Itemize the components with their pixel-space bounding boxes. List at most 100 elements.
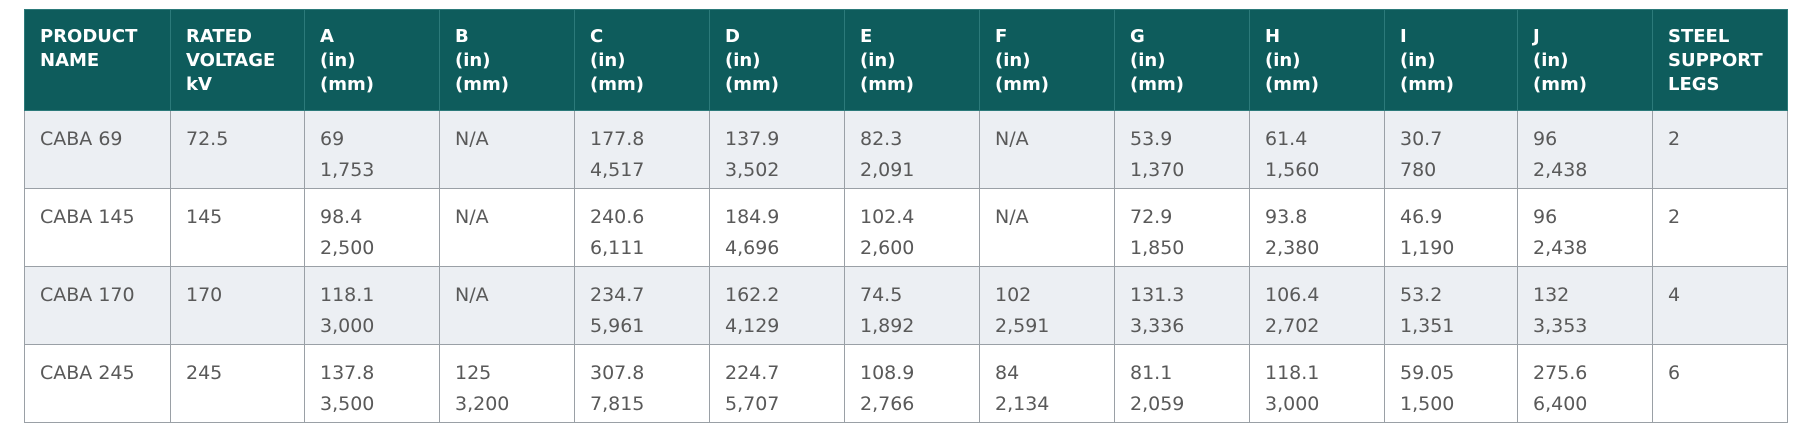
- spec-table: PRODUCT NAME RATED VOLTAGE kV A (in) (mm) B (in) (…: [24, 9, 1788, 423]
- cell-line: CABA 245: [40, 362, 135, 384]
- table-cell: 93.8 2,380: [1249, 188, 1385, 267]
- cell-line: 46.9: [1400, 206, 1443, 228]
- table-cell: 96 2,438: [1517, 110, 1653, 189]
- cell-line: 2: [1668, 128, 1681, 150]
- table-cell: N/A: [439, 266, 575, 345]
- table-cell: 132 3,353: [1517, 266, 1653, 345]
- cell-line: E: [860, 26, 873, 47]
- cell-line: LEGS: [1668, 74, 1720, 95]
- table-cell: 72.9 1,850: [1114, 188, 1250, 267]
- table-cell: 2: [1652, 188, 1788, 267]
- cell-line: VOLTAGE: [186, 50, 276, 71]
- cell-line: 137.9: [725, 128, 780, 150]
- table-cell: 145: [170, 188, 305, 267]
- table-cell: 245: [170, 344, 305, 423]
- cell-line: 2,438: [1533, 159, 1588, 181]
- cell-line: 98.4: [320, 206, 363, 228]
- table-row: CABA 145 145 98.4 2,500 N/A 240.6 6,111 184.9 4,…: [24, 188, 1788, 267]
- cell-line: 145: [186, 206, 223, 228]
- cell-line: 1,892: [860, 315, 915, 337]
- cell-line: 72.5: [186, 128, 229, 150]
- cell-line: 30.7: [1400, 128, 1443, 150]
- cell-line: PRODUCT: [40, 26, 138, 47]
- cell-line: 118.1: [1265, 362, 1320, 384]
- header-cell: F (in) (mm): [979, 9, 1115, 111]
- cell-line: (in): [995, 50, 1031, 71]
- table-cell: 177.8 4,517: [574, 110, 710, 189]
- cell-line: 780: [1400, 159, 1437, 181]
- table-cell: 30.7 780: [1384, 110, 1518, 189]
- cell-line: 3,353: [1533, 315, 1588, 337]
- cell-line: 2,380: [1265, 237, 1320, 259]
- cell-line: A: [320, 26, 334, 47]
- table-cell: CABA 170: [24, 266, 171, 345]
- cell-line: SUPPORT: [1668, 50, 1763, 71]
- table-cell: 118.1 3,000: [1249, 344, 1385, 423]
- cell-line: (in): [1533, 50, 1569, 71]
- cell-line: 184.9: [725, 206, 780, 228]
- cell-line: 69: [320, 128, 345, 150]
- table-cell: 82.3 2,091: [844, 110, 980, 189]
- cell-line: (in): [1130, 50, 1166, 71]
- header-cell: B (in) (mm): [439, 9, 575, 111]
- table-header: PRODUCT NAME RATED VOLTAGE kV A (in) (mm) B (in) (…: [24, 9, 1788, 111]
- cell-line: 2: [1668, 206, 1681, 228]
- table-cell: N/A: [979, 110, 1115, 189]
- cell-line: (mm): [1265, 74, 1319, 95]
- cell-line: 170: [186, 284, 223, 306]
- table-body: CABA 69 72.5 69 1,753 N/A 177.8 4,517 137.9 3,50…: [24, 110, 1788, 423]
- cell-line: (in): [725, 50, 761, 71]
- cell-line: (in): [1265, 50, 1301, 71]
- header-cell: STEEL SUPPORT LEGS: [1652, 9, 1788, 111]
- cell-line: (mm): [860, 74, 914, 95]
- cell-line: 2,702: [1265, 315, 1320, 337]
- table-cell: 46.9 1,190: [1384, 188, 1518, 267]
- cell-line: (in): [860, 50, 896, 71]
- cell-line: 4,517: [590, 159, 645, 181]
- table-row: CABA 69 72.5 69 1,753 N/A 177.8 4,517 137.9 3,50…: [24, 110, 1788, 189]
- cell-line: N/A: [455, 206, 489, 228]
- table-cell: 61.4 1,560: [1249, 110, 1385, 189]
- cell-line: 53.9: [1130, 128, 1173, 150]
- cell-line: (in): [1400, 50, 1436, 71]
- cell-line: 2,091: [860, 159, 915, 181]
- table-cell: 72.5: [170, 110, 305, 189]
- cell-line: 61.4: [1265, 128, 1308, 150]
- header-cell: I (in) (mm): [1384, 9, 1518, 111]
- cell-line: (in): [590, 50, 626, 71]
- cell-line: 3,502: [725, 159, 780, 181]
- cell-line: 3,000: [1265, 393, 1320, 415]
- cell-line: 3,000: [320, 315, 375, 337]
- cell-line: G: [1130, 26, 1145, 47]
- cell-line: F: [995, 26, 1008, 47]
- cell-line: 106.4: [1265, 284, 1320, 306]
- table-cell: 118.1 3,000: [304, 266, 440, 345]
- table-row: CABA 170 170 118.1 3,000 N/A 234.7 5,961 162.2 4…: [24, 266, 1788, 345]
- cell-line: N/A: [455, 284, 489, 306]
- cell-line: (mm): [725, 74, 779, 95]
- cell-line: H: [1265, 26, 1281, 47]
- cell-line: 6: [1668, 362, 1681, 384]
- cell-line: 6,400: [1533, 393, 1588, 415]
- cell-line: 307.8: [590, 362, 645, 384]
- table-cell: 125 3,200: [439, 344, 575, 423]
- cell-line: 4: [1668, 284, 1681, 306]
- cell-line: 137.8: [320, 362, 375, 384]
- cell-line: 108.9: [860, 362, 915, 384]
- table-cell: 162.2 4,129: [709, 266, 845, 345]
- cell-line: 4,129: [725, 315, 780, 337]
- cell-line: 74.5: [860, 284, 903, 306]
- cell-line: 240.6: [590, 206, 645, 228]
- cell-line: (mm): [320, 74, 374, 95]
- cell-line: 5,707: [725, 393, 780, 415]
- table-cell: 170: [170, 266, 305, 345]
- table-cell: 53.2 1,351: [1384, 266, 1518, 345]
- cell-line: kV: [186, 74, 212, 95]
- cell-line: 2,134: [995, 393, 1050, 415]
- table-cell: 96 2,438: [1517, 188, 1653, 267]
- cell-line: 84: [995, 362, 1020, 384]
- table-cell: 224.7 5,707: [709, 344, 845, 423]
- table-cell: 184.9 4,696: [709, 188, 845, 267]
- cell-line: STEEL: [1668, 26, 1730, 47]
